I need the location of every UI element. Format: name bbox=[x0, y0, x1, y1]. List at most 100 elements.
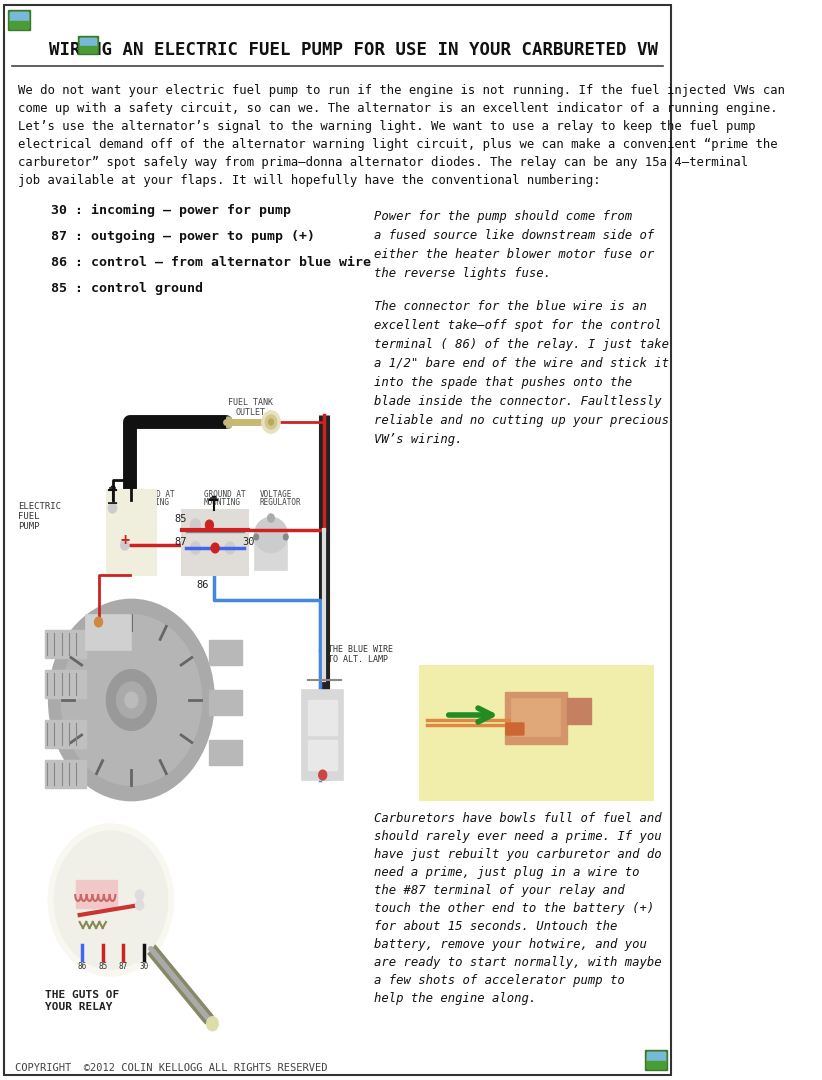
Ellipse shape bbox=[255, 517, 288, 553]
Text: 87 : outgoing – power to pump (+): 87 : outgoing – power to pump (+) bbox=[51, 230, 315, 243]
Text: a few shots of accelerator pump to: a few shots of accelerator pump to bbox=[375, 974, 626, 987]
Text: touch the other end to the battery (+): touch the other end to the battery (+) bbox=[375, 902, 654, 915]
Text: a fused source like downstream side of: a fused source like downstream side of bbox=[375, 229, 654, 242]
Text: reliable and no cutting up your precious: reliable and no cutting up your precious bbox=[375, 414, 669, 427]
Text: VW’s wiring.: VW’s wiring. bbox=[375, 433, 463, 446]
Bar bbox=[80, 38, 96, 52]
Text: should rarely ever need a prime. If you: should rarely ever need a prime. If you bbox=[375, 831, 662, 843]
Text: a 1/2" bare end of the wire and stick it: a 1/2" bare end of the wire and stick it bbox=[375, 357, 669, 370]
Circle shape bbox=[95, 617, 103, 627]
Bar bbox=[647, 1052, 665, 1068]
Text: 86: 86 bbox=[77, 962, 87, 971]
Text: FUEL TANK: FUEL TANK bbox=[228, 399, 273, 407]
Text: terminal ( 86) of the relay. I just take: terminal ( 86) of the relay. I just take bbox=[375, 338, 669, 351]
Bar bbox=[80, 38, 96, 45]
Bar bbox=[86, 615, 132, 650]
Circle shape bbox=[211, 543, 219, 553]
Bar bbox=[308, 740, 337, 770]
Text: 85: 85 bbox=[174, 514, 187, 524]
Text: Let’s use the alternator’s signal to the warning light. We want to use a relay t: Let’s use the alternator’s signal to the… bbox=[18, 120, 755, 133]
Circle shape bbox=[117, 681, 146, 718]
Bar bbox=[107, 490, 156, 575]
Text: THE BLUE WIRE: THE BLUE WIRE bbox=[329, 645, 394, 654]
Text: REGULATOR: REGULATOR bbox=[260, 498, 301, 507]
Text: electrical demand off of the alternator warning light circuit, plus we can make : electrical demand off of the alternator … bbox=[18, 138, 778, 151]
Text: GROUND AT: GROUND AT bbox=[133, 490, 174, 499]
Bar bbox=[210, 740, 242, 765]
Circle shape bbox=[62, 615, 201, 785]
Circle shape bbox=[107, 670, 156, 730]
Bar bbox=[76, 880, 118, 908]
Text: excellent take–off spot for the control: excellent take–off spot for the control bbox=[375, 319, 662, 332]
Circle shape bbox=[206, 1016, 218, 1030]
Bar bbox=[45, 670, 86, 698]
Circle shape bbox=[269, 419, 274, 426]
Circle shape bbox=[121, 540, 129, 550]
Circle shape bbox=[125, 692, 138, 708]
Text: 86: 86 bbox=[196, 580, 209, 590]
Bar bbox=[80, 45, 96, 52]
Text: the reverse lights fuse.: the reverse lights fuse. bbox=[375, 267, 552, 280]
Bar bbox=[10, 12, 28, 28]
Bar bbox=[645, 1050, 667, 1070]
Text: TO ALT. LAMP: TO ALT. LAMP bbox=[329, 654, 389, 664]
Bar bbox=[45, 760, 86, 788]
Text: +: + bbox=[120, 532, 129, 548]
Bar bbox=[308, 700, 337, 735]
Text: 86 : control – from alternator blue wire: 86 : control – from alternator blue wire bbox=[51, 256, 371, 269]
Text: COPYRIGHT  ©2012 COLIN KELLOGG ALL RIGHTS RESERVED: COPYRIGHT ©2012 COLIN KELLOGG ALL RIGHTS… bbox=[15, 1063, 327, 1074]
Bar bbox=[78, 36, 98, 54]
Text: We do not want your electric fuel pump to run if the engine is not running. If t: We do not want your electric fuel pump t… bbox=[18, 84, 785, 97]
Circle shape bbox=[225, 542, 235, 554]
Text: come up with a safety circuit, so can we. The alternator is an excellent indicat: come up with a safety circuit, so can we… bbox=[18, 102, 778, 114]
Text: 30: 30 bbox=[139, 962, 148, 971]
Text: help the engine along.: help the engine along. bbox=[375, 993, 537, 1005]
FancyBboxPatch shape bbox=[506, 723, 524, 735]
Text: need a prime, just plug in a wire to: need a prime, just plug in a wire to bbox=[375, 866, 640, 879]
Bar bbox=[647, 1061, 665, 1068]
Text: 85 : control ground: 85 : control ground bbox=[51, 282, 203, 295]
Text: MOUNTING: MOUNTING bbox=[133, 498, 170, 507]
Circle shape bbox=[191, 519, 201, 531]
Bar bbox=[210, 640, 242, 665]
Circle shape bbox=[109, 503, 117, 513]
Bar bbox=[418, 665, 653, 800]
Bar bbox=[10, 12, 28, 21]
Text: 85: 85 bbox=[98, 962, 107, 971]
Text: have just rebuilt you carburetor and do: have just rebuilt you carburetor and do bbox=[375, 848, 662, 861]
Text: WIRING AN ELECTRIC FUEL PUMP FOR USE IN YOUR CARBURETED VW: WIRING AN ELECTRIC FUEL PUMP FOR USE IN … bbox=[48, 41, 658, 59]
Text: for about 15 seconds. Untouch the: for about 15 seconds. Untouch the bbox=[375, 920, 618, 933]
Bar bbox=[45, 630, 86, 658]
Text: ELECTRIC: ELECTRIC bbox=[18, 502, 61, 511]
Text: 87: 87 bbox=[174, 537, 187, 546]
Bar bbox=[647, 1052, 665, 1061]
Text: OUTLET: OUTLET bbox=[235, 408, 266, 417]
Text: into the spade that pushes onto the: into the spade that pushes onto the bbox=[375, 376, 633, 389]
Text: 30 : incoming – power for pump: 30 : incoming – power for pump bbox=[51, 204, 291, 217]
Circle shape bbox=[268, 514, 275, 522]
Bar bbox=[45, 720, 86, 748]
Circle shape bbox=[319, 770, 327, 780]
Bar bbox=[302, 690, 344, 780]
Text: are ready to start normally, with maybe: are ready to start normally, with maybe bbox=[375, 956, 662, 969]
Circle shape bbox=[191, 542, 201, 554]
Text: blade inside the connector. Faultlessly: blade inside the connector. Faultlessly bbox=[375, 395, 662, 408]
Bar bbox=[8, 10, 30, 30]
Circle shape bbox=[206, 519, 214, 530]
Text: FUEL: FUEL bbox=[18, 512, 39, 521]
Bar bbox=[210, 690, 242, 715]
Text: carburetor” spot safely way from prima–donna alternator diodes. The relay can be: carburetor” spot safely way from prima–d… bbox=[18, 156, 748, 168]
Circle shape bbox=[254, 534, 259, 540]
Circle shape bbox=[49, 825, 173, 975]
Text: either the heater blower motor fuse or: either the heater blower motor fuse or bbox=[375, 248, 654, 261]
Circle shape bbox=[54, 831, 168, 969]
Text: –: – bbox=[108, 496, 117, 511]
Bar bbox=[182, 510, 248, 575]
Text: Carburetors have bowls full of fuel and: Carburetors have bowls full of fuel and bbox=[375, 812, 662, 825]
Text: Power for the pump should come from: Power for the pump should come from bbox=[375, 210, 633, 222]
Text: 30: 30 bbox=[242, 537, 255, 546]
Text: VOLTAGE: VOLTAGE bbox=[260, 490, 292, 499]
Text: job available at your flaps. It will hopefully have the conventional numbering:: job available at your flaps. It will hop… bbox=[18, 174, 601, 187]
Text: the #87 terminal of your relay and: the #87 terminal of your relay and bbox=[375, 885, 626, 897]
Circle shape bbox=[266, 415, 277, 429]
